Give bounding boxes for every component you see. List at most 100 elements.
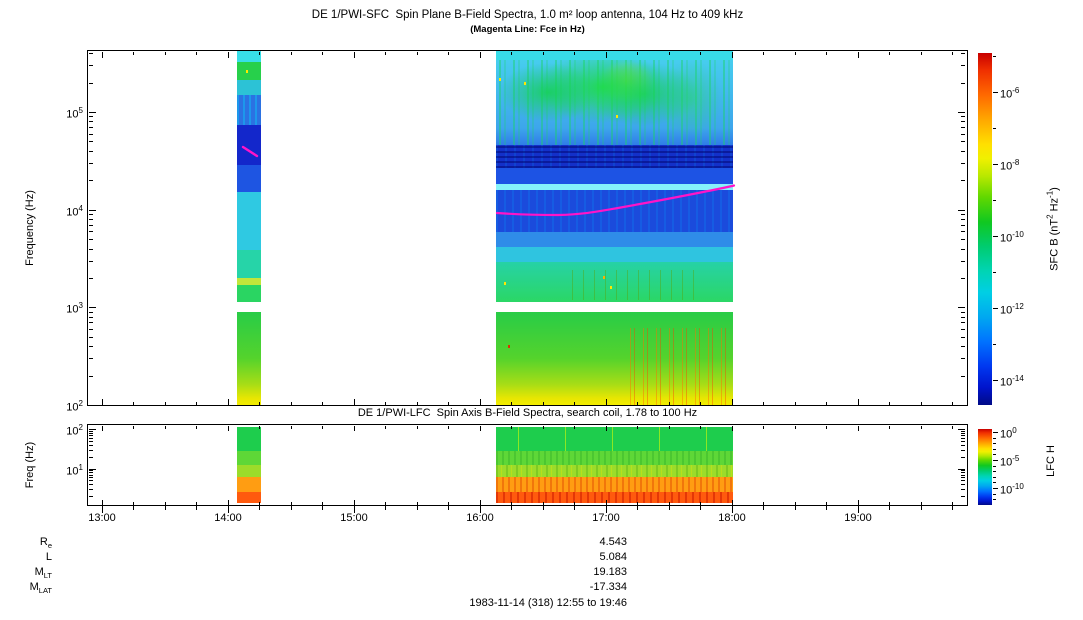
tick-mark: [961, 456, 965, 458]
tick-mark: [89, 328, 93, 330]
tick-mark: [479, 426, 481, 431]
tick-mark: [958, 429, 965, 430]
tick-mark: [961, 248, 965, 250]
tick-mark: [89, 472, 93, 474]
tick-mark: [259, 502, 261, 505]
tick-mark: [101, 500, 103, 505]
tick-mark: [322, 402, 324, 405]
footer-value-re: 4.543: [599, 536, 627, 548]
tick-mark: [993, 482, 996, 484]
tick-mark: [920, 402, 922, 405]
tick-mark: [993, 454, 996, 456]
tick-mark: [353, 506, 355, 513]
tick-mark: [993, 432, 998, 433]
lfc-panel-title: DE 1/PWI-LFC Spin Axis B-Field Spectra, …: [357, 407, 698, 419]
tick-mark: [227, 506, 229, 513]
tick-mark: [857, 52, 859, 58]
tick-mark: [958, 468, 965, 470]
sfc-colorbar-label: SFC B (nT2 Hz-1): [1045, 187, 1061, 271]
tick-mark: [961, 358, 965, 360]
tick-mark: [89, 311, 93, 313]
tick-mark: [637, 506, 639, 510]
footer-label-mlat: MLAT: [29, 581, 52, 596]
tick-mark: [89, 489, 93, 491]
tick-mark: [322, 506, 324, 510]
tick-mark: [290, 52, 292, 55]
sfc-colorbar-tick-label: 10-8: [1000, 158, 1020, 173]
tick-mark: [101, 52, 103, 58]
tick-mark: [605, 399, 607, 405]
tick-mark: [961, 496, 965, 498]
x-tick-label: 13:00: [88, 512, 116, 524]
tick-mark: [322, 52, 324, 55]
tick-mark: [958, 209, 965, 211]
tick-mark: [448, 52, 450, 55]
tick-mark: [416, 426, 418, 429]
tick-mark: [89, 214, 93, 216]
lfc-y-tick-label: 101: [66, 462, 83, 478]
tick-mark: [961, 82, 965, 84]
tick-mark: [961, 444, 965, 446]
tick-mark: [385, 52, 387, 55]
tick-mark: [993, 471, 996, 473]
tick-mark: [993, 488, 998, 489]
tick-mark: [961, 435, 965, 437]
tick-mark: [961, 336, 965, 338]
tick-mark: [89, 277, 93, 279]
tick-mark: [961, 432, 965, 434]
tick-mark: [511, 502, 513, 505]
tick-mark: [857, 399, 859, 405]
tick-mark: [89, 477, 93, 479]
lfc-data-interval-2: [496, 425, 734, 505]
sfc-y-tick-label: 102: [66, 399, 83, 414]
x-tick-label: 17:00: [592, 512, 620, 524]
tick-mark: [89, 346, 93, 348]
tick-mark: [958, 405, 965, 406]
tick-mark: [731, 500, 733, 505]
tick-mark: [133, 402, 135, 405]
tick-mark: [889, 402, 891, 405]
tick-mark: [993, 56, 996, 57]
tick-mark: [89, 209, 96, 211]
tick-mark: [794, 402, 796, 405]
tick-mark: [385, 506, 387, 510]
tick-mark: [920, 52, 922, 55]
tick-mark: [993, 460, 998, 461]
tick-mark: [993, 380, 998, 381]
tick-mark: [961, 231, 965, 233]
tick-mark: [961, 449, 965, 451]
sfc-colorbar-tick-label: 10-6: [1000, 86, 1020, 101]
tick-mark: [479, 52, 481, 58]
tick-mark: [89, 430, 93, 432]
tick-mark: [826, 502, 828, 505]
tick-mark: [961, 437, 965, 439]
tick-mark: [961, 53, 965, 55]
tick-mark: [794, 52, 796, 55]
tick-mark: [89, 180, 93, 182]
sfc-data-interval-1: [236, 51, 261, 405]
tick-mark: [416, 502, 418, 505]
tick-mark: [700, 506, 702, 510]
tick-mark: [89, 53, 93, 55]
lfc-plot-area: [87, 424, 968, 506]
tick-mark: [290, 506, 292, 510]
tick-mark: [89, 65, 93, 67]
tick-mark: [290, 426, 292, 429]
tick-mark: [89, 322, 93, 324]
tick-mark: [961, 477, 965, 479]
tick-mark: [353, 500, 355, 505]
sfc-y-tick-label: 104: [66, 203, 83, 219]
tick-mark: [731, 52, 733, 58]
tick-mark: [961, 489, 965, 491]
footer-label-mlt: MLT: [34, 566, 52, 581]
tick-mark: [668, 426, 670, 429]
tick-mark: [574, 402, 576, 405]
tick-mark: [89, 474, 93, 476]
sfc-y-axis-label: Frequency (Hz): [24, 190, 36, 266]
tick-mark: [826, 52, 828, 55]
sfc-data-interval-2: [496, 51, 734, 405]
lfc-y-tick-label: 102: [66, 423, 83, 438]
footer-label-re: Re: [39, 536, 52, 551]
tick-mark: [961, 277, 965, 279]
lfc-colorbar-tick-label: 100: [1000, 426, 1017, 441]
